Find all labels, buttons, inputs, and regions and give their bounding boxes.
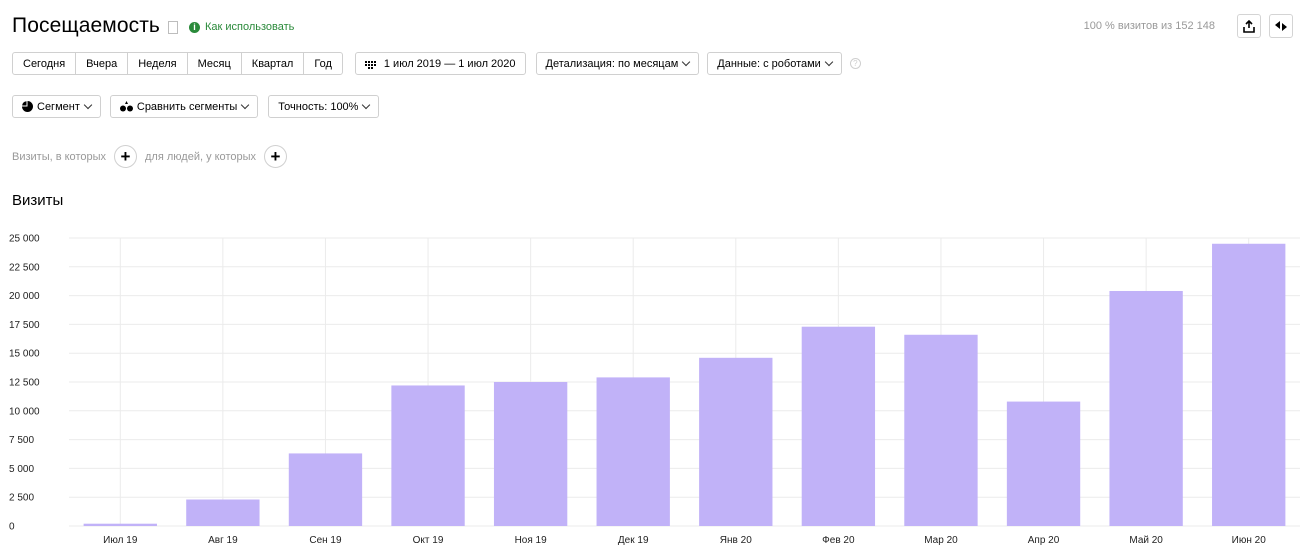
visits-share: 100 % визитов из 152 148: [1083, 20, 1215, 32]
period-toolbar: Сегодня Вчера Неделя Месяц Квартал Год 1…: [12, 52, 861, 75]
bar: [493, 382, 568, 526]
info-icon: i: [188, 21, 200, 33]
accuracy-label: Точность: 100%: [278, 100, 359, 113]
data-label: Данные: с роботами: [717, 57, 821, 70]
bar: [1109, 290, 1183, 526]
people-filter-label: для людей, у которых: [145, 150, 256, 163]
bar: [699, 357, 773, 526]
bar: [801, 326, 876, 526]
how-to-use-label: Как использовать: [204, 21, 295, 33]
segment-toolbar: Сегмент Сравнить сегменты Точность: 100%: [12, 95, 380, 118]
y-tick-label: 20 000: [9, 291, 40, 302]
segment-label: Сегмент: [37, 100, 80, 113]
compare-icon: [119, 101, 133, 112]
date-range-button[interactable]: 1 июл 2019 — 1 июл 2020: [354, 52, 526, 75]
segment-icon: [22, 101, 33, 112]
compare-label: Сравнить сегменты: [136, 100, 238, 113]
detail-dropdown[interactable]: Детализация: по месяцам: [535, 52, 700, 75]
chevron-down-icon: [241, 100, 250, 109]
y-tick-label: 22 500: [9, 262, 40, 273]
chevron-down-icon: [824, 57, 834, 66]
date-range-label: 1 июл 2019 — 1 июл 2020: [383, 57, 516, 70]
calendar-icon: [364, 60, 376, 69]
header-right: 100 % визитов из 152 148: [1084, 14, 1293, 38]
export-button[interactable]: [1237, 14, 1261, 38]
x-tick-label: Мар 20: [924, 535, 958, 546]
data-dropdown[interactable]: Данные: с роботами: [707, 52, 842, 75]
period-quarter-button[interactable]: Квартал: [242, 53, 305, 74]
x-tick-label: Окт 19: [413, 535, 444, 546]
period-button-group: Сегодня Вчера Неделя Месяц Квартал Год: [12, 52, 343, 75]
filter-row: Визиты, в которых + для людей, у которых…: [12, 145, 295, 168]
period-year-button[interactable]: Год: [314, 57, 332, 70]
detail-label: Детализация: по месяцам: [545, 57, 679, 70]
help-icon[interactable]: ?: [849, 58, 861, 69]
y-tick-label: 25 000: [9, 234, 40, 245]
segment-dropdown[interactable]: Сегмент: [12, 95, 101, 118]
bar: [186, 499, 260, 526]
y-tick-label: 0: [9, 522, 15, 533]
visits-chart: 0 2 500 5 000 7 500 10 000 12 500 15 000 17 500…: [9, 234, 1300, 547]
chevron-down-icon: [682, 57, 691, 66]
x-tick-label: Янв 20: [720, 535, 752, 546]
x-tick-label: Авг 19: [208, 535, 238, 546]
add-visit-filter-button[interactable]: +: [114, 145, 137, 168]
compare-segments-dropdown[interactable]: Сравнить сегменты: [109, 95, 259, 118]
bar: [1212, 243, 1286, 526]
plus-icon: +: [270, 147, 281, 166]
page-title: Посещаемость: [12, 14, 160, 37]
x-tick-label: Апр 20: [1028, 535, 1060, 546]
accuracy-dropdown[interactable]: Точность: 100%: [268, 95, 380, 118]
plus-icon: +: [120, 147, 131, 166]
label-layer: 0 2 500 5 000 7 500 10 000 12 500 15 000 17 500…: [9, 234, 1266, 547]
x-tick-label: Июн 20: [1232, 535, 1267, 546]
visits-filter-label: Визиты, в которых: [12, 150, 106, 163]
bar: [288, 453, 363, 526]
period-month-button[interactable]: Месяц: [188, 53, 242, 74]
y-tick-label: 2 500: [9, 493, 34, 504]
chevron-down-icon: [83, 100, 93, 109]
x-tick-label: Сен 19: [309, 535, 342, 546]
bar: [904, 334, 978, 526]
bar: [596, 377, 670, 526]
x-tick-label: Май 20: [1129, 535, 1163, 546]
settings-icon: [1275, 21, 1287, 31]
period-today-button[interactable]: Сегодня: [13, 53, 77, 74]
bar-layer: [83, 243, 1286, 526]
bar: [391, 385, 465, 526]
period-week-button[interactable]: Неделя: [128, 53, 188, 74]
x-tick-label: Дек 19: [618, 535, 649, 546]
y-tick-label: 17 500: [9, 320, 40, 331]
y-tick-label: 15 000: [9, 349, 40, 360]
header: Посещаемость i Как использовать: [12, 14, 294, 38]
how-to-use-link[interactable]: i Как использовать: [188, 21, 295, 33]
bar: [83, 523, 157, 526]
bar: [1006, 401, 1081, 526]
period-yesterday-button[interactable]: Вчера: [76, 53, 129, 74]
y-tick-label: 12 500: [9, 378, 40, 389]
y-tick-label: 5 000: [9, 464, 34, 475]
x-tick-label: Ноя 19: [515, 535, 548, 546]
export-icon: [1243, 19, 1255, 33]
y-tick-label: 10 000: [9, 406, 40, 417]
x-tick-label: Фев 20: [822, 535, 855, 546]
x-tick-label: Июл 19: [103, 535, 138, 546]
chevron-down-icon: [362, 100, 371, 109]
settings-button[interactable]: [1269, 14, 1293, 38]
y-tick-label: 7 500: [9, 435, 34, 446]
add-people-filter-button[interactable]: +: [264, 145, 287, 168]
section-title: Визиты: [12, 192, 64, 209]
bookmark-icon[interactable]: [167, 21, 178, 34]
